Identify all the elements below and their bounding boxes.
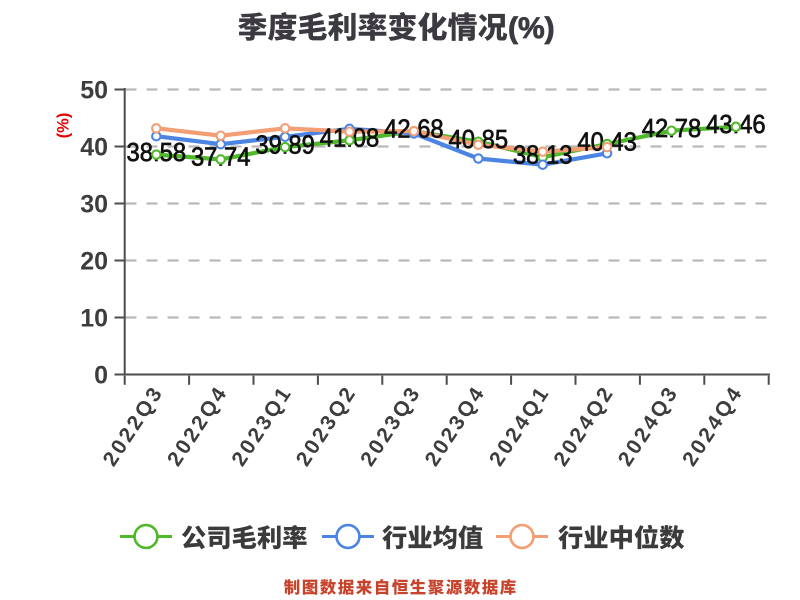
svg-text:30: 30 xyxy=(80,190,108,218)
svg-text:0: 0 xyxy=(94,361,108,389)
svg-text:40: 40 xyxy=(80,133,108,161)
svg-text:20: 20 xyxy=(80,247,108,275)
svg-text:10: 10 xyxy=(80,304,108,332)
svg-text:50: 50 xyxy=(80,76,108,104)
svg-text:(%): (%) xyxy=(55,113,73,139)
svg-text:42.78: 42.78 xyxy=(642,115,702,143)
svg-text:(%): (%) xyxy=(508,12,555,45)
